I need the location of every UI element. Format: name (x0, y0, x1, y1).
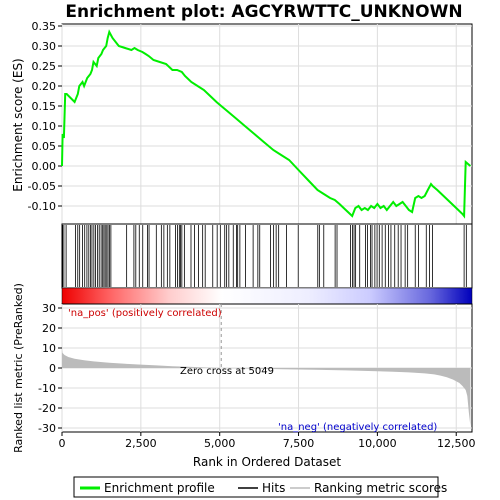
rank-color-gradient (61, 287, 473, 305)
ranking-metric-area (62, 350, 471, 426)
legend-hits-label: Hits (262, 481, 285, 495)
es-y-axis-label: Enrichment score (ES) (11, 58, 25, 191)
es-y-tick-label: 0.35 (32, 20, 57, 33)
es-y-tick-label: 0.00 (32, 160, 57, 173)
metric-y-axis-label: Ranked list metric (PreRanked) (12, 283, 25, 453)
legend-box (73, 476, 439, 498)
es-y-tick-label: -0.05 (28, 180, 56, 193)
metric-y-tick-label: 30 (42, 302, 56, 315)
negative-correlated-label: 'na_neg' (negatively correlated) (278, 422, 437, 433)
positive-correlated-label: 'na_pos' (positively correlated) (68, 308, 222, 319)
metric-x-axis-label: Rank in Ordered Dataset (193, 455, 341, 469)
metric-y-tick-label: -30 (38, 422, 56, 435)
metric-y-tick-label: 0 (49, 362, 56, 375)
metric-x-axis: 0 2,500 5,000 7,500 10,000 12,500 (59, 432, 476, 450)
es-y-tick-label: 0.05 (32, 140, 57, 153)
metric-x-tick-label: 0 (59, 437, 66, 450)
metric-y-tick-label: -10 (38, 382, 56, 395)
enrichment-profile-line (61, 29, 472, 219)
legend: Enrichment profile Hits Ranking metric s… (73, 476, 447, 498)
hit-marks (62, 225, 467, 287)
chart-title: Enrichment plot: AGCYRWTTC_UNKNOWN (65, 2, 462, 22)
hits-panel-frame (61, 223, 473, 289)
es-gridlines (61, 24, 472, 224)
rank-color-bar (61, 287, 473, 305)
metric-x-tick-label: 2,500 (125, 437, 157, 450)
es-y-tick-label: 0.10 (32, 120, 57, 133)
metric-y-tick-label: 20 (42, 322, 56, 335)
hits-panel (61, 223, 473, 289)
metric-x-tick-label: 5,000 (204, 437, 236, 450)
es-panel-frame (61, 23, 473, 225)
es-panel: -0.10 -0.05 0.00 0.05 0.10 0.15 0.20 0.25 0.30 0.… (11, 20, 473, 225)
es-y-tick-label: 0.30 (32, 40, 57, 53)
es-y-tick-label: 0.15 (32, 100, 57, 113)
metric-x-tick-label: 10,000 (358, 437, 397, 450)
metric-x-tick-label: 7,500 (283, 437, 315, 450)
legend-enrichment-label: Enrichment profile (104, 481, 215, 495)
metric-x-tick-label: 12,500 (437, 437, 476, 450)
metric-y-axis: -30 -20 -10 0 10 20 30 (38, 302, 62, 435)
es-y-tick-label: 0.20 (32, 80, 57, 93)
metric-y-tick-label: -20 (38, 402, 56, 415)
metric-y-tick-label: 10 (42, 342, 56, 355)
zero-cross-label: Zero cross at 5049 (180, 366, 274, 377)
es-y-axis: -0.10 -0.05 0.00 0.05 0.10 0.15 0.20 0.25 0.30 0.… (28, 20, 62, 213)
es-y-tick-label: 0.25 (32, 60, 57, 73)
legend-metric-label: Ranking metric scores (314, 481, 447, 495)
es-y-tick-label: -0.10 (28, 200, 56, 213)
metric-panel: -30 -20 -10 0 10 20 30 0 2,500 5,000 7,500 10,000 1… (12, 283, 475, 469)
